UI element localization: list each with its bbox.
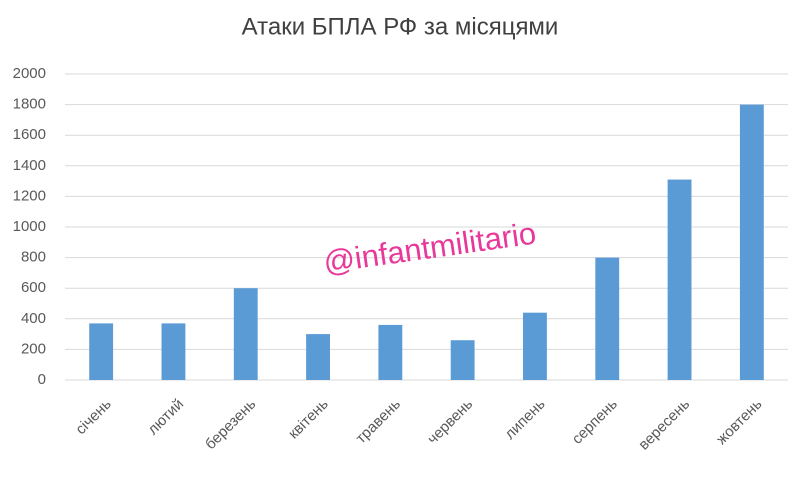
bar: [233, 288, 258, 380]
y-tick-label: 400: [21, 310, 46, 327]
bar: [523, 312, 547, 380]
bar: [450, 340, 475, 380]
y-tick-label: 1200: [13, 187, 46, 204]
y-tick-label: 600: [21, 279, 46, 296]
bar: [161, 323, 186, 380]
bar: [739, 104, 764, 380]
y-tick-label: 1000: [13, 218, 46, 235]
y-tick-label: 2000: [13, 65, 46, 82]
bar: [378, 324, 403, 380]
bar: [595, 257, 620, 380]
bar: [89, 323, 114, 380]
y-tick-label: 1800: [13, 96, 46, 113]
y-tick-label: 1600: [13, 126, 46, 143]
bar: [667, 179, 692, 380]
y-tick-label: 800: [21, 249, 46, 266]
bar: [306, 334, 330, 380]
chart-title: Атаки БПЛА РФ за місяцями: [242, 13, 559, 40]
y-tick-label: 1400: [13, 157, 46, 174]
y-tick-label: 0: [38, 371, 46, 388]
y-tick-label: 200: [21, 340, 46, 357]
